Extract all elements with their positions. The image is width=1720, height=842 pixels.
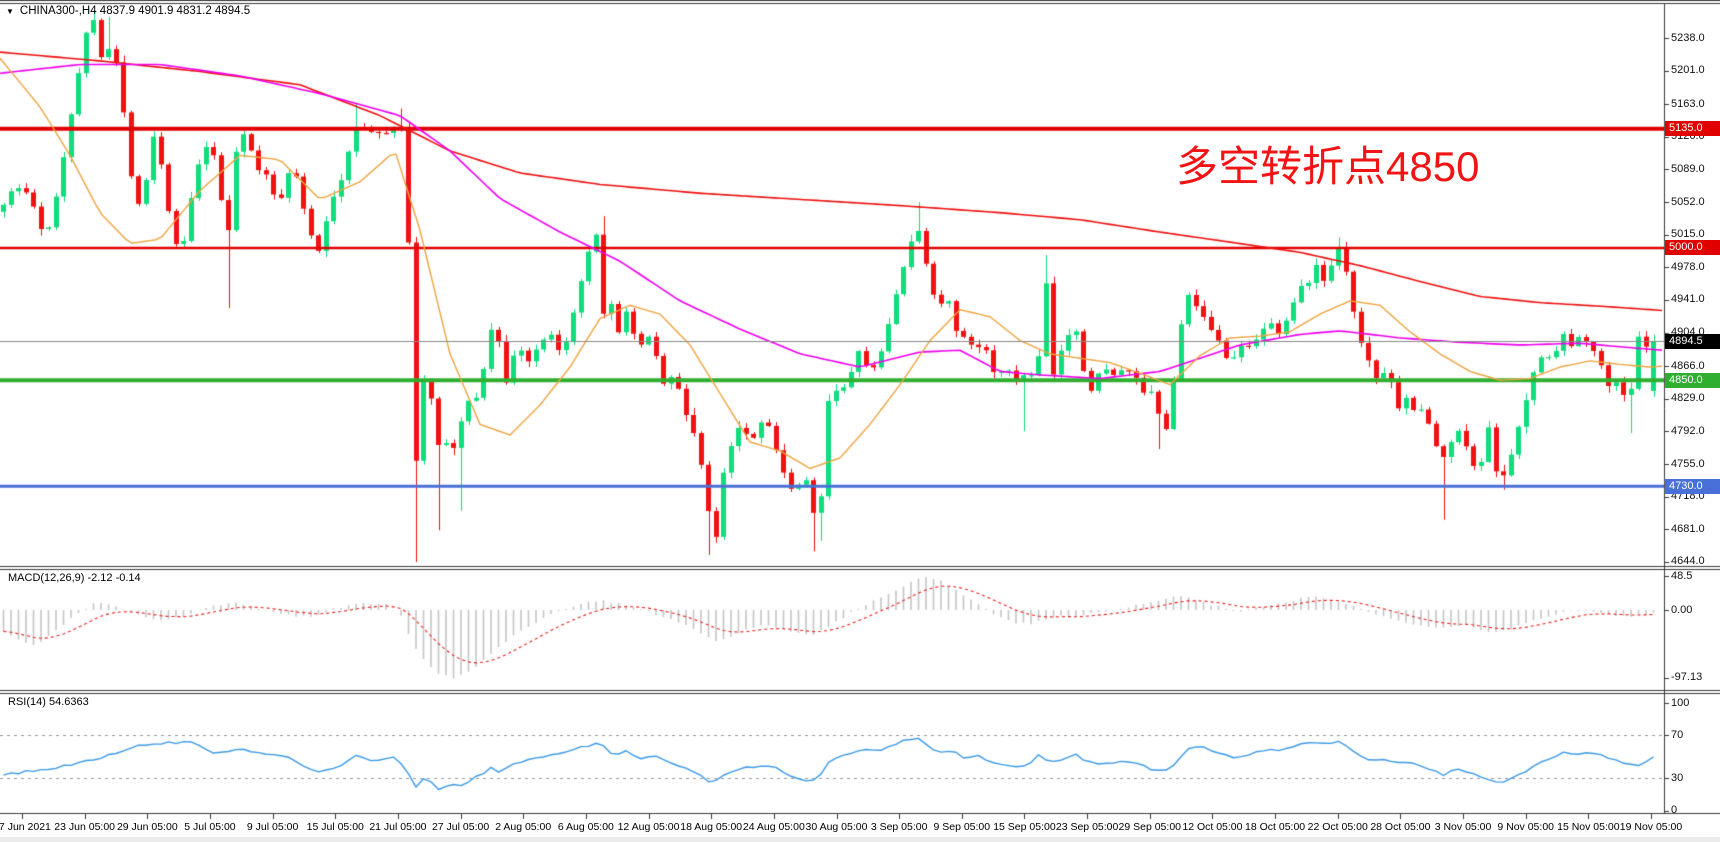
price-axis-label: 4681.0 bbox=[1671, 522, 1705, 535]
price-axis-label: 5052.0 bbox=[1671, 195, 1705, 208]
date-axis-label: 22 Oct 05:00 bbox=[1307, 821, 1368, 833]
price-axis-label: 5015.0 bbox=[1671, 228, 1705, 241]
macd-axis-label: 0.00 bbox=[1671, 603, 1693, 616]
chart-text-annotation[interactable]: 多空转折点4850 bbox=[1176, 143, 1480, 190]
price-axis-label: 4829.0 bbox=[1671, 392, 1705, 405]
price-level-badge: 4894.5 bbox=[1665, 333, 1720, 349]
date-axis-label: 15 Sep 05:00 bbox=[993, 821, 1056, 833]
date-axis-label: 9 Jul 05:00 bbox=[246, 821, 299, 833]
date-axis-label: 15 Jul 05:00 bbox=[306, 821, 364, 833]
rsi-axis-label: 70 bbox=[1671, 728, 1684, 741]
date-axis-label: 23 Jun 05:00 bbox=[54, 821, 115, 833]
price-axis-label: 5238.0 bbox=[1671, 31, 1705, 44]
date-axis-label: 18 Aug 05:00 bbox=[680, 821, 743, 833]
price-level-badge: 4850.0 bbox=[1665, 372, 1720, 388]
date-axis-label: 18 Oct 05:00 bbox=[1245, 821, 1306, 833]
rsi-axis-label: 100 bbox=[1671, 696, 1690, 709]
price-level-badge: 4730.0 bbox=[1665, 478, 1720, 494]
chart-title-bar: ▼ CHINA300-,H4 4837.9 4901.9 4831.2 4894… bbox=[6, 5, 250, 17]
price-axis-label: 4644.0 bbox=[1671, 555, 1705, 568]
date-axis-label: 9 Nov 05:00 bbox=[1497, 821, 1554, 833]
horizontal-scrollbar[interactable] bbox=[0, 836, 1720, 842]
price-axis-label: 5201.0 bbox=[1671, 64, 1705, 77]
date-axis-label: 5 Jul 05:00 bbox=[184, 821, 236, 833]
date-axis-label: 6 Aug 05:00 bbox=[557, 821, 614, 833]
date-axis-label: 21 Jul 05:00 bbox=[369, 821, 427, 833]
price-axis-label: 4941.0 bbox=[1671, 293, 1705, 306]
date-axis-label: 27 Jul 05:00 bbox=[431, 821, 490, 833]
date-axis-label: 28 Oct 05:00 bbox=[1370, 821, 1431, 833]
rsi-axis-label: 30 bbox=[1671, 771, 1684, 784]
price-axis-label: 4755.0 bbox=[1671, 457, 1705, 470]
date-axis-label: 3 Nov 05:00 bbox=[1434, 821, 1492, 833]
date-axis-label: 17 Jun 2021 bbox=[0, 821, 51, 833]
price-level-badge: 5135.0 bbox=[1665, 121, 1720, 137]
macd-axis-label: 48.5 bbox=[1671, 569, 1693, 582]
date-axis-label: 23 Sep 05:00 bbox=[1055, 821, 1119, 833]
price-level-badge: 5000.0 bbox=[1665, 240, 1720, 256]
rsi-axis-label: 0 bbox=[1671, 804, 1678, 816]
price-axis-label: 4866.0 bbox=[1671, 359, 1705, 372]
date-axis-label: 24 Aug 05:00 bbox=[742, 821, 805, 833]
macd-axis-label: -97.13 bbox=[1671, 671, 1703, 684]
date-axis-label: 29 Jun 05:00 bbox=[116, 821, 178, 833]
date-axis-label: 12 Oct 05:00 bbox=[1182, 821, 1243, 833]
date-axis-label: 9 Sep 05:00 bbox=[933, 821, 991, 833]
price-axis-label: 5089.0 bbox=[1671, 162, 1705, 175]
date-axis-label: 12 Aug 05:00 bbox=[617, 821, 680, 833]
date-axis-label: 30 Aug 05:00 bbox=[805, 821, 868, 833]
date-axis-label: 15 Nov 05:00 bbox=[1557, 821, 1620, 833]
symbol-dropdown-icon[interactable]: ▼ bbox=[6, 6, 14, 16]
date-axis-label: 19 Nov 05:00 bbox=[1619, 821, 1683, 833]
date-axis-label: 2 Aug 05:00 bbox=[495, 821, 552, 833]
date-axis-label: 29 Sep 05:00 bbox=[1118, 821, 1182, 833]
macd-indicator-label: MACD(12,26,9) -2.12 -0.14 bbox=[8, 572, 141, 584]
date-axis-label: 3 Sep 05:00 bbox=[870, 821, 928, 833]
price-axis-label: 4792.0 bbox=[1671, 424, 1705, 437]
chart-title: CHINA300-,H4 4837.9 4901.9 4831.2 4894.5 bbox=[19, 5, 251, 17]
price-axis-label: 4978.0 bbox=[1671, 260, 1705, 273]
price-axis-label: 5163.0 bbox=[1671, 97, 1705, 110]
rsi-indicator-label: RSI(14) 54.6363 bbox=[8, 696, 89, 708]
